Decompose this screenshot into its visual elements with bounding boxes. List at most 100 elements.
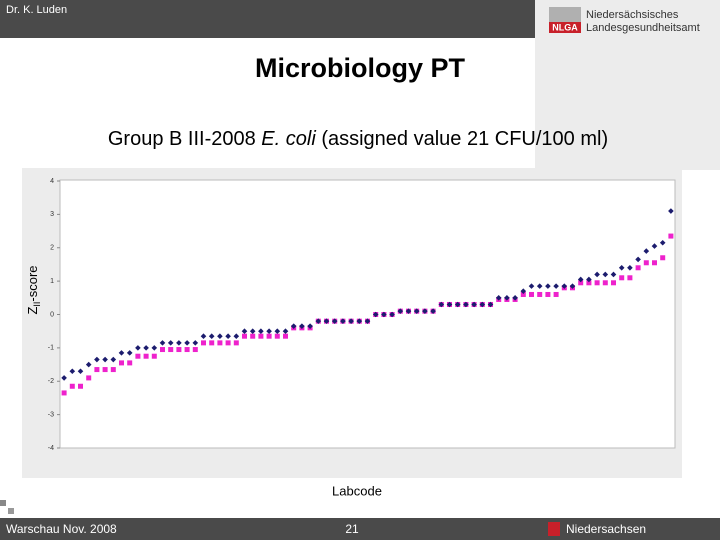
point (331, 318, 338, 324)
point (643, 248, 650, 254)
point (126, 350, 133, 356)
y-axis-label: ZII-score (25, 265, 42, 314)
point (348, 318, 354, 324)
point (266, 328, 272, 334)
point (512, 295, 518, 301)
point (119, 360, 124, 366)
point (307, 323, 313, 329)
point (135, 353, 141, 359)
point (274, 328, 281, 334)
logo-line: Niedersächsisches (586, 9, 679, 21)
point (61, 375, 67, 381)
point (356, 318, 363, 324)
deco (0, 500, 6, 506)
point (283, 333, 288, 339)
point (545, 283, 551, 289)
point (110, 367, 116, 373)
point (553, 283, 559, 289)
y-tick-label: 1 (50, 278, 54, 285)
point (520, 291, 526, 297)
point (118, 350, 125, 356)
point (143, 345, 149, 351)
point (586, 280, 592, 286)
point (151, 353, 157, 359)
logo-mark: NLGA (552, 22, 578, 32)
point (192, 347, 198, 353)
point (102, 367, 108, 373)
logo-stripe (549, 22, 581, 33)
x-axis-label: Labcode (332, 483, 382, 498)
footer-bar (0, 518, 720, 540)
point (209, 340, 215, 346)
y-tick-label: 2 (50, 245, 54, 252)
point (77, 368, 84, 375)
point (151, 345, 158, 351)
point (463, 301, 469, 308)
point (413, 308, 420, 314)
point (110, 356, 117, 363)
point (200, 333, 207, 339)
point (454, 301, 461, 308)
point (176, 340, 182, 346)
point (78, 383, 83, 389)
point (659, 239, 666, 246)
point (479, 301, 486, 308)
point (619, 275, 625, 281)
point (159, 340, 166, 346)
point (69, 383, 75, 389)
point (668, 233, 674, 239)
point (241, 328, 248, 334)
subtitle-part: (assigned value 21 CFU/100 ml) (316, 128, 608, 150)
point (471, 301, 477, 308)
logo-line: Landesgesundheitsamt (586, 22, 700, 34)
y-label-part: Z (25, 307, 40, 315)
plot-area (59, 179, 676, 449)
point (249, 328, 256, 334)
point (94, 367, 100, 373)
y-label-part: -score (25, 265, 40, 301)
point (577, 276, 584, 283)
point (438, 301, 445, 308)
point (397, 308, 404, 314)
point (282, 328, 289, 334)
point (651, 243, 658, 249)
point (102, 356, 108, 363)
y-tick-label: 3 (50, 211, 54, 218)
point (340, 318, 346, 324)
point (405, 308, 412, 314)
point (323, 318, 330, 324)
point (553, 291, 559, 297)
y-tick-label: -2 (48, 378, 54, 385)
point (594, 271, 600, 278)
point (217, 333, 223, 339)
point (94, 356, 100, 363)
point (69, 368, 76, 375)
point (192, 340, 199, 346)
point (487, 301, 494, 308)
page-number: 21 (345, 522, 359, 536)
point (536, 283, 543, 289)
point (495, 295, 502, 301)
point (561, 283, 568, 289)
point (127, 360, 133, 366)
point (643, 260, 649, 266)
point (430, 308, 436, 314)
point (184, 340, 190, 346)
point (258, 333, 264, 339)
author: Dr. K. Luden (6, 4, 67, 16)
point (184, 347, 190, 353)
point (315, 318, 322, 324)
point (545, 291, 551, 297)
y-tick-label: -4 (48, 445, 54, 452)
point (274, 333, 280, 339)
point (627, 264, 633, 271)
point (569, 283, 576, 289)
point (611, 280, 616, 286)
point (135, 345, 141, 351)
point (225, 340, 231, 346)
subtitle-part: E. coli (261, 128, 316, 150)
state-emblem (548, 522, 560, 536)
point (381, 311, 387, 318)
point (176, 347, 182, 353)
